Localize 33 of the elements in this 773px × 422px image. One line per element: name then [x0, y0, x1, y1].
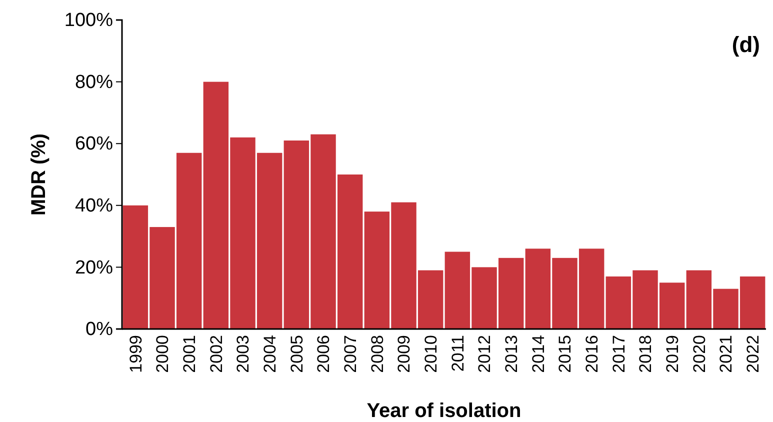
x-tick-label: 2009	[394, 335, 414, 373]
x-tick-label: 2017	[609, 335, 628, 373]
x-tick-label: 2006	[314, 335, 334, 373]
x-tick-label: 2021	[716, 335, 736, 373]
y-tick-label: 100%	[64, 10, 114, 32]
x-tick-label: 1999	[126, 335, 146, 373]
x-tick-label: 2002	[206, 335, 226, 373]
x-tick-label: 2022	[744, 335, 763, 373]
x-tick-label: 2012	[475, 335, 494, 373]
x-tick-label: 2008	[368, 335, 387, 373]
x-tick-label: 2004	[260, 335, 280, 373]
x-tick-label: 2018	[636, 335, 656, 373]
x-tick-label: 2007	[341, 335, 360, 373]
y-axis-title: MDR (%)	[28, 133, 50, 216]
x-tick-label: 2016	[582, 335, 602, 373]
x-tick-label: 2001	[180, 335, 200, 373]
y-tick-label: 20%	[74, 257, 114, 278]
x-tick-label: 2015	[556, 335, 575, 373]
y-tick-label: 60%	[74, 134, 114, 155]
x-tick-label: 2005	[287, 335, 306, 373]
y-tick-label: 0%	[86, 319, 114, 340]
x-tick-label: 2014	[528, 335, 548, 373]
annotation: (d)	[732, 32, 760, 57]
x-axis-title: Year of isolation	[366, 400, 522, 422]
x-tick-label: 2019	[663, 335, 682, 373]
x-tick-label: 2000	[153, 335, 172, 373]
y-tick-label: 40%	[74, 195, 114, 216]
y-tick-label: 80%	[74, 72, 114, 93]
x-tick-label: 2011	[448, 335, 468, 372]
x-tick-label: 2020	[690, 335, 709, 373]
x-tick-label: 2013	[502, 335, 522, 373]
x-tick-label: 2010	[422, 335, 441, 373]
x-tick-label: 2003	[234, 335, 253, 373]
